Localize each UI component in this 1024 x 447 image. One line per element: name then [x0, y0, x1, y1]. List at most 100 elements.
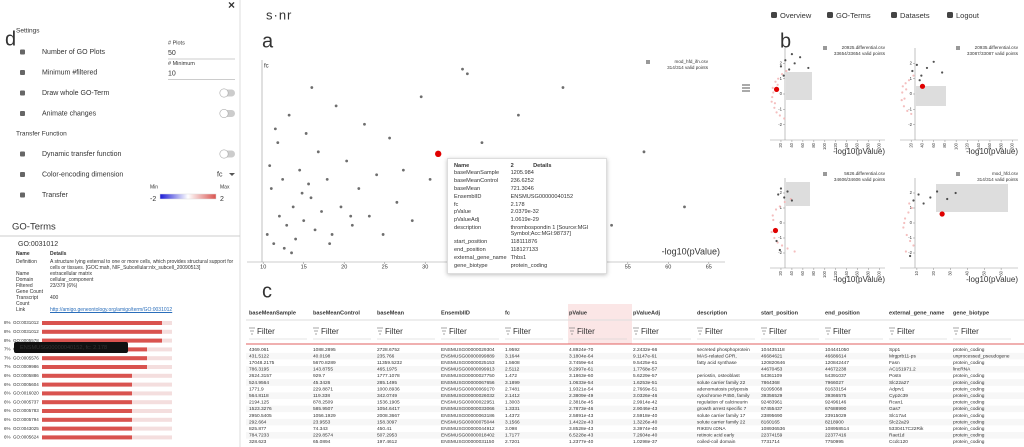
details-value[interactable]: http://amigo.geneontology.org/amigo/term… [50, 307, 173, 313]
filter-input[interactable]: Filter [385, 327, 403, 336]
table-cell: ENSMUSG00000029304 [441, 347, 495, 353]
filter-input[interactable]: Filter [577, 327, 595, 336]
details-key: Transcript Count [16, 295, 39, 307]
point [291, 205, 295, 209]
toggle[interactable] [219, 109, 235, 119]
table-cell: 229.8871 [313, 386, 333, 392]
point [775, 111, 778, 114]
x-tick-label: 55 [625, 264, 631, 270]
table-cell: 45.3426 [313, 380, 331, 386]
filter-input[interactable]: Filter [641, 327, 659, 336]
nav-link[interactable]: Overview [780, 11, 812, 20]
menu-icon[interactable] [742, 84, 750, 92]
table-cell: 229.8574 [313, 433, 333, 439]
tooltip-row: pValueAdj 1.0619e-29 [452, 216, 602, 224]
row-stripe [246, 379, 1024, 386]
column-header[interactable]: description [697, 310, 728, 316]
table-cell: 1054.6417 [377, 406, 400, 412]
column-header[interactable]: baseMean [377, 310, 405, 316]
go-details: Name Details Definition A structure lying e… [14, 251, 238, 313]
filter-icon [825, 327, 831, 335]
legend-subtitle: 314/314 valid points [977, 177, 1019, 182]
x-tick-label: 200 [1009, 142, 1014, 150]
close-button[interactable]: × [228, 0, 235, 12]
legend-title: mod_hfd.csv [992, 171, 1019, 176]
point [932, 60, 935, 63]
nav-link[interactable]: Datasets [900, 11, 930, 20]
tooltip-heading: Name [454, 162, 470, 169]
filter-input[interactable]: Filter [897, 327, 915, 336]
filter-input[interactable]: Filter [769, 327, 787, 336]
table-cell: 92496146 [825, 400, 847, 406]
select-caret [229, 173, 235, 176]
table-cell: 1.7177 [505, 433, 520, 439]
nav-link[interactable]: GO-Terms [836, 11, 871, 20]
table-cell: protein_coding [953, 426, 985, 432]
tooltip-value: ENSMUSG00000040152 [510, 193, 574, 200]
column-header[interactable]: pValue [569, 310, 587, 316]
table-cell: 2.7873e-46 [569, 406, 594, 412]
column-header[interactable]: baseMeanSample [249, 310, 296, 316]
x-tick-label: 30 [948, 270, 953, 275]
tooltip-value: 1.0619e-29 [510, 217, 539, 224]
table-cell: 585.9507 [313, 406, 333, 412]
input-value[interactable]: 10 [168, 70, 176, 77]
column-header[interactable]: pValueAdj [633, 310, 660, 316]
x-tick-label: 100 [822, 270, 827, 278]
point [285, 223, 289, 227]
nav-link[interactable]: Logout [956, 11, 980, 20]
filter-input[interactable]: Filter [257, 327, 275, 336]
column-header[interactable]: gene_biotype [953, 310, 989, 316]
filter-input[interactable]: Filter [833, 327, 851, 336]
point [330, 233, 334, 236]
setting-icon [20, 111, 25, 116]
table-cell: 3.1863e-60 [569, 373, 594, 379]
tooltip-heading: 2 [510, 162, 514, 169]
table-cell: 7864368 [761, 380, 780, 386]
point [912, 199, 915, 202]
bar-percent: 6% [4, 399, 11, 404]
go-bar [42, 391, 132, 396]
setting-icon [20, 192, 25, 198]
column-header[interactable]: start_position [761, 310, 799, 316]
table-cell: 786.3195 [249, 367, 269, 373]
bar-percent: 8% [4, 320, 11, 325]
table-cell: growth arrest specific 7 [697, 406, 747, 412]
select-value[interactable]: fc [217, 171, 223, 178]
y-tick-label: -1 [908, 235, 912, 240]
point [908, 202, 911, 205]
table-cell: protein_coding [953, 360, 985, 366]
filter-input[interactable]: Filter [705, 327, 723, 336]
details-key: Definition [16, 259, 37, 265]
column-header[interactable]: end_position [825, 310, 860, 316]
point [775, 239, 778, 243]
point [345, 159, 349, 163]
point [281, 177, 285, 181]
point [480, 141, 484, 145]
table-cell: 39366575 [825, 393, 847, 399]
point [304, 132, 308, 135]
toggle[interactable] [219, 88, 235, 98]
toggle[interactable] [219, 149, 235, 159]
point [465, 72, 469, 76]
x-axis-label: -log10(pValue) [833, 147, 885, 156]
filter-input[interactable]: Filter [321, 327, 339, 336]
filter-input[interactable]: Filter [961, 327, 979, 336]
tooltip-key: external_gene_name [454, 254, 507, 261]
go-bar [42, 365, 147, 369]
input-value[interactable]: 50 [168, 50, 176, 57]
nav-icon [771, 12, 777, 18]
column-header[interactable]: external_gene_name [889, 310, 944, 316]
details-key: Link [16, 307, 26, 313]
table-cell: protein_coding [953, 393, 985, 399]
bar-label: GO:0016020 [13, 391, 39, 396]
details-row: Filtered Gene Count 23/379 (6%) [14, 283, 238, 295]
table-cell: 17048.2175 [249, 360, 275, 366]
column-header[interactable]: EnsemblID [441, 310, 470, 316]
filter-input[interactable]: Filter [513, 327, 531, 336]
filter-input[interactable]: Filter [449, 327, 467, 336]
column-header[interactable]: fc [505, 310, 510, 316]
column-header[interactable]: baseMeanControl [313, 310, 360, 316]
table-cell: 1.0298e-37 [633, 439, 658, 445]
setting-icon [20, 151, 25, 157]
